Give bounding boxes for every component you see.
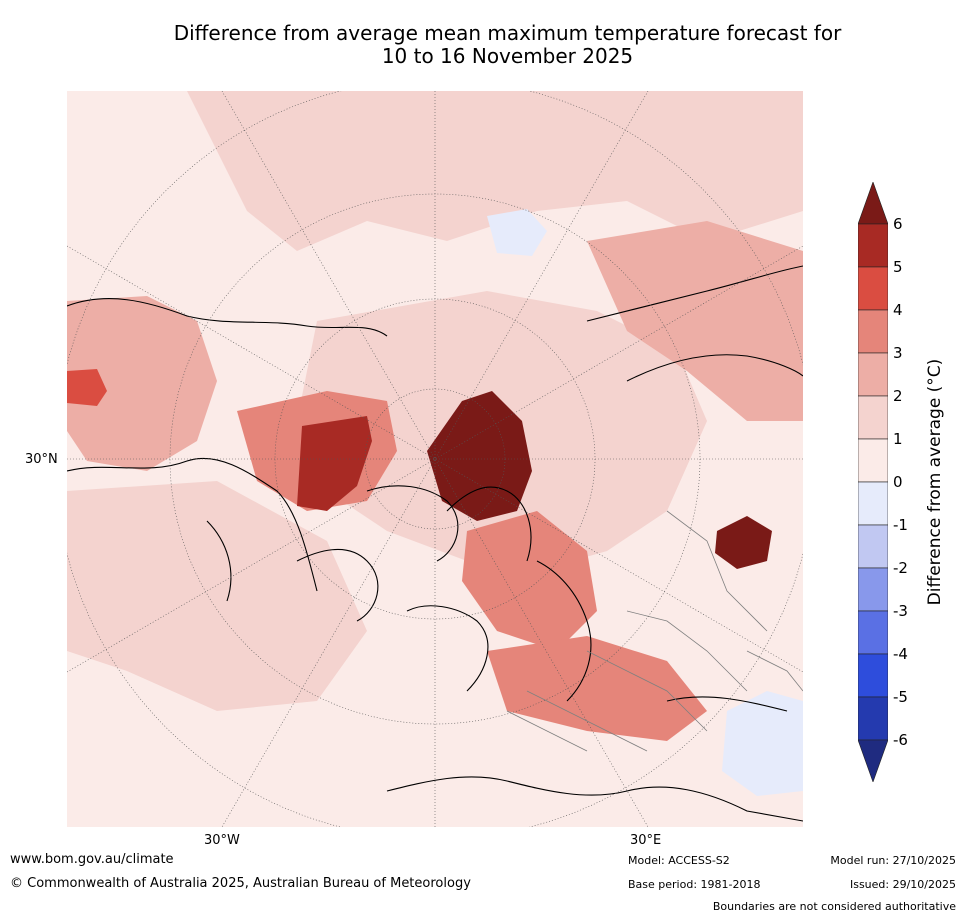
colorbar-tick: 5 xyxy=(893,258,903,276)
barents-kara-warm-core xyxy=(427,391,532,521)
west-pacific-warm-spot xyxy=(67,369,107,406)
colorbar-extend-top xyxy=(857,181,889,225)
colorbar-band-2-3 xyxy=(857,352,889,397)
colorbar-band-neg1-0 xyxy=(857,481,889,526)
colorbar-band-1-2 xyxy=(857,395,889,440)
colorbar-band-3-4 xyxy=(857,309,889,354)
colorbar-tick: 6 xyxy=(893,215,903,233)
map-canvas xyxy=(67,91,803,827)
colorbar-tick: -6 xyxy=(893,731,908,749)
colorbar-tick: 2 xyxy=(893,387,903,405)
colorbar-label: Difference from average (°C) xyxy=(925,358,945,606)
title-line-2: 10 to 16 November 2025 xyxy=(381,44,634,68)
colorbar-tick: -2 xyxy=(893,559,908,577)
country-borders xyxy=(506,510,803,752)
colorbar-extend-bottom xyxy=(857,739,889,783)
colorbar-band-4-5 xyxy=(857,266,889,311)
alaska-anomaly xyxy=(67,296,217,471)
issued-date: Issued: 29/10/2025 xyxy=(849,878,956,891)
coastlines xyxy=(67,265,803,822)
colorbar-band-0-1 xyxy=(857,438,889,483)
title-line-1: Difference from average mean maximum tem… xyxy=(173,21,842,45)
colorbar-band-neg5-neg4 xyxy=(857,653,889,698)
arabia-cool-patch xyxy=(722,691,803,796)
map-title: Difference from average mean maximum tem… xyxy=(60,22,955,68)
colorbar-band-neg6-neg5 xyxy=(857,696,889,741)
model-name: Model: ACCESS-S2 xyxy=(628,854,730,867)
north-america-anomaly xyxy=(67,481,367,711)
temperature-anomaly-map xyxy=(67,91,803,827)
scandinavia-russia-anomaly xyxy=(462,511,597,651)
eastern-europe-anomaly xyxy=(487,636,707,741)
colorbar-tick: 0 xyxy=(893,473,903,491)
website-link[interactable]: www.bom.gov.au/climate xyxy=(10,852,174,867)
latitude-label-30n: 30°N xyxy=(25,452,58,467)
colorbar-tick: -5 xyxy=(893,688,908,706)
colorbar-band-neg3-neg2 xyxy=(857,567,889,612)
graticule xyxy=(67,91,803,827)
colorbar-tick: 3 xyxy=(893,344,903,362)
boundary-disclaimer: Boundaries are not considered authoritat… xyxy=(712,900,956,913)
colorbar xyxy=(857,181,889,786)
base-period: Base period: 1981-2018 xyxy=(628,878,761,891)
copyright-text: © Commonwealth of Australia 2025, Austra… xyxy=(10,876,471,891)
colorbar-tick: -3 xyxy=(893,602,908,620)
colorbar-tick: -1 xyxy=(893,516,908,534)
north-africa-anomaly xyxy=(347,751,707,827)
longitude-label-30e: 30°E xyxy=(630,833,662,848)
colorbar-tick: 4 xyxy=(893,301,903,319)
colorbar-tick: 1 xyxy=(893,430,903,448)
colorbar-graphic xyxy=(857,181,889,783)
pacific-cool-patch xyxy=(487,209,547,256)
greenland-west-coast-anomaly xyxy=(297,416,372,511)
colorbar-band-neg4-neg3 xyxy=(857,610,889,655)
central-asia-warm-core xyxy=(715,516,772,569)
siberia-anomaly xyxy=(587,221,803,421)
colorbar-tick: -4 xyxy=(893,645,908,663)
colorbar-band-5-6 xyxy=(857,223,889,268)
model-run-date: Model run: 27/10/2025 xyxy=(830,854,956,867)
longitude-label-30w: 30°W xyxy=(204,833,240,848)
colorbar-band-neg2-neg1 xyxy=(857,524,889,569)
